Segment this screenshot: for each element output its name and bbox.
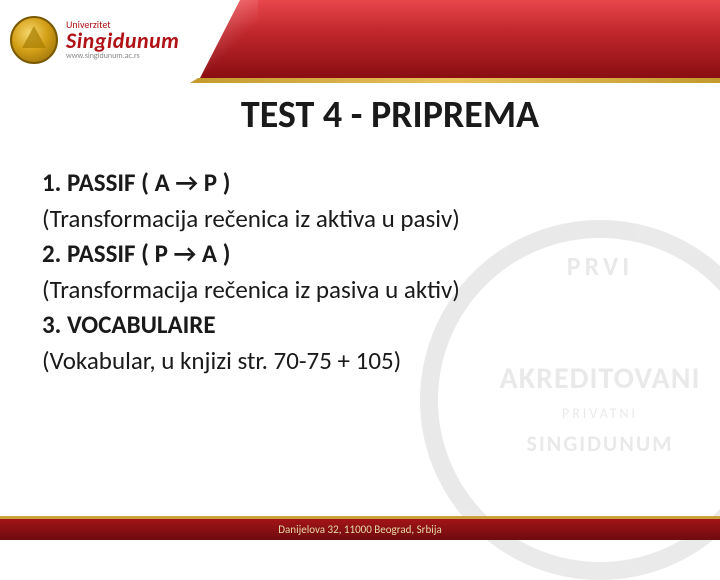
logo-text-block: Univerzitet Singidunum www.singidunum.ac… (66, 20, 179, 60)
slide-header: Univerzitet Singidunum www.singidunum.ac… (0, 0, 720, 80)
slide-footer: Danijelova 32, 11000 Beograd, Srbija (0, 516, 720, 540)
slide-title: TEST 4 - PRIPREMA (0, 92, 720, 138)
body-line: (Transformacija rečenica iz pasiva u akt… (42, 272, 678, 308)
body-text: (Transformacija rečenica iz aktiva u pas… (42, 203, 460, 234)
body-text: (Transformacija rečenica iz pasiva u akt… (42, 274, 460, 305)
body-line: 1. PASSIF ( A → P ) (42, 165, 678, 201)
body-text: 1. PASSIF ( A → P ) (42, 167, 230, 198)
logo-name: Singidunum (66, 30, 179, 52)
slide-body: 1. PASSIF ( A → P ) (Transformacija reče… (42, 165, 678, 378)
header-red-banner (200, 0, 720, 78)
seal-text-bot: SINGIDUNUM (420, 430, 720, 457)
logo-area: Univerzitet Singidunum www.singidunum.ac… (0, 0, 230, 80)
body-text: (Vokabular, u knjizi str. 70-75 + 105) (42, 345, 401, 376)
body-line: 3. VOCABULAIRE (42, 307, 678, 343)
body-line: 2. PASSIF ( P → A ) (42, 236, 678, 272)
logo-emblem-icon (10, 16, 58, 64)
header-gold-underline (190, 78, 720, 83)
body-text: 2. PASSIF ( P → A ) (42, 238, 230, 269)
seal-text-sub: PRIVATNI (420, 405, 720, 422)
footer-address: Danijelova 32, 11000 Beograd, Srbija (278, 523, 441, 536)
body-text: 3. VOCABULAIRE (42, 309, 216, 340)
body-line: (Transformacija rečenica iz aktiva u pas… (42, 201, 678, 237)
body-line: (Vokabular, u knjizi str. 70-75 + 105) (42, 343, 678, 379)
